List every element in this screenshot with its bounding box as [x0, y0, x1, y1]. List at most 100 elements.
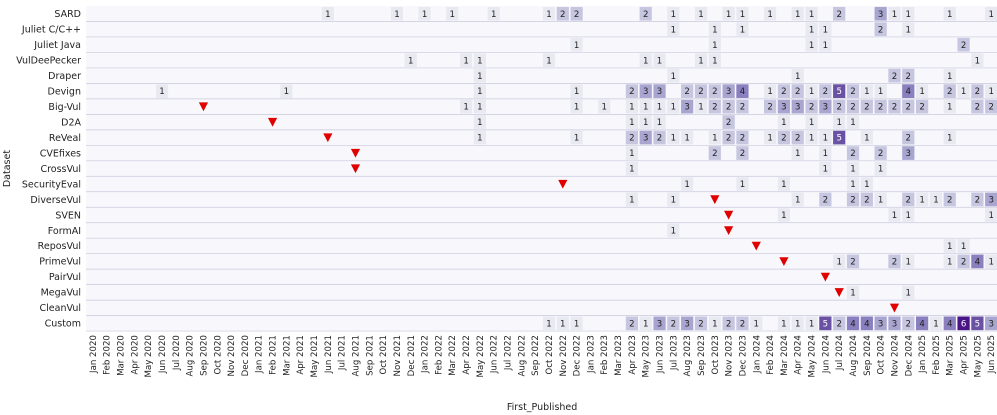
x-tick-label: Jan 2022 — [421, 335, 431, 374]
heatmap-cell — [473, 53, 486, 68]
x-tick-label: May 2024 — [808, 335, 818, 377]
heatmap-cell — [694, 53, 708, 68]
heatmap-cell — [833, 130, 846, 145]
heatmap-cell — [860, 192, 873, 207]
cell-value-label: 2 — [781, 87, 786, 97]
heatmap-cell — [763, 84, 777, 98]
cell-value-label: 2 — [698, 319, 703, 329]
heatmap-cell — [902, 285, 915, 300]
heatmap-cell — [653, 53, 666, 68]
heatmap-cell — [542, 6, 556, 21]
heatmap-cell — [639, 316, 652, 331]
cell-value-label: 1 — [629, 103, 634, 113]
cell-value-label: 1 — [546, 319, 551, 329]
heatmap-cell — [916, 99, 929, 114]
heatmap-cell — [985, 6, 997, 21]
heatmap-cell — [819, 161, 832, 176]
x-tick-label: Apr 2020 — [130, 335, 140, 374]
heatmap-cell — [916, 84, 929, 98]
heatmap-cell — [722, 6, 735, 21]
heatmap-cell — [833, 115, 846, 129]
cell-value-label: 2 — [795, 87, 800, 97]
cell-value-label: 1 — [449, 10, 454, 20]
y-tick-label: CleanVul — [40, 303, 81, 314]
heatmap-cell — [985, 254, 997, 269]
cell-value-label: 2 — [684, 87, 689, 97]
cell-value-label: 4 — [906, 87, 911, 97]
x-tick-label: Jan 2024 — [752, 335, 762, 374]
heatmap-cell — [805, 99, 818, 114]
heatmap-cell — [888, 99, 901, 114]
cell-value-label: 3 — [684, 319, 689, 329]
cell-value-label: 4 — [864, 319, 869, 329]
cell-value-label: 2 — [726, 103, 731, 113]
heatmap-cell — [639, 53, 652, 68]
heatmap-cell — [791, 130, 804, 145]
cell-value-label: 2 — [906, 72, 911, 82]
heatmap-cell — [985, 316, 997, 331]
cell-value-label: 2 — [767, 103, 772, 113]
x-tick-label: Jun 2023 — [656, 335, 666, 374]
cell-value-label: 2 — [836, 10, 841, 20]
heatmap-cell — [708, 53, 721, 68]
heatmap-cell — [777, 177, 791, 191]
cell-value-label: 1 — [836, 258, 841, 268]
cell-value-label: 1 — [795, 10, 800, 20]
heatmap-cell — [625, 130, 638, 145]
cell-value-label: 4 — [740, 87, 745, 97]
cell-value-label: 1 — [988, 10, 993, 20]
heatmap-cell — [943, 68, 956, 83]
heatmap-cell — [902, 316, 915, 331]
x-tick-label: Mar 2025 — [946, 335, 956, 376]
heatmap-cell — [888, 6, 901, 21]
cell-value-label: 1 — [850, 118, 855, 128]
cell-value-label: 1 — [795, 149, 800, 159]
cell-value-label: 1 — [795, 319, 800, 329]
cell-value-label: 1 — [643, 319, 648, 329]
cell-value-label: 1 — [684, 180, 689, 190]
heatmap-cell — [846, 285, 860, 300]
heatmap-cell — [667, 68, 680, 83]
cell-value-label: 1 — [463, 56, 468, 66]
heatmap-cell — [902, 99, 915, 114]
cell-value-label: 2 — [878, 103, 883, 113]
cell-value-label: 2 — [823, 196, 828, 206]
x-tick-label: Aug 2022 — [517, 335, 527, 376]
y-axis-title: Dataset — [2, 150, 13, 187]
heatmap-cell — [805, 22, 818, 37]
cell-value-label: 2 — [906, 103, 911, 113]
heatmap-cell — [929, 192, 943, 207]
first-published-marker — [323, 133, 333, 143]
y-tick-label: MegaVul — [41, 288, 81, 299]
x-tick-label: Nov 2021 — [393, 335, 403, 376]
heatmap-cell — [943, 99, 956, 114]
heatmap-cell — [902, 84, 915, 98]
cell-value-label: 1 — [823, 149, 828, 159]
heatmap-cell — [681, 99, 694, 114]
cell-value-label: 1 — [767, 134, 772, 144]
first-published-marker — [350, 164, 361, 174]
plot-area — [86, 6, 997, 332]
first-published-marker — [724, 210, 734, 220]
cell-value-label: 3 — [878, 10, 883, 20]
x-tick-label: May 2021 — [310, 335, 320, 377]
heatmap-cell — [708, 99, 721, 114]
x-tick-label: Sep 2021 — [365, 335, 375, 376]
heatmap-cell — [681, 177, 694, 191]
x-tick-label: Jun 2025 — [987, 335, 997, 374]
cell-value-label: 3 — [643, 87, 648, 97]
heatmap-cell — [570, 6, 583, 21]
heatmap-cell — [819, 130, 832, 145]
heatmap-cell — [874, 161, 887, 176]
heatmap-cell — [625, 192, 638, 207]
cell-value-label: 1 — [850, 165, 855, 175]
heatmap-cell — [736, 99, 749, 114]
cell-value-label: 1 — [947, 242, 952, 252]
cell-value-label: 1 — [823, 134, 828, 144]
heatmap-cell — [819, 22, 832, 37]
cell-value-label: 1 — [767, 10, 772, 20]
heatmap-cell — [667, 223, 680, 238]
cell-value-label: 1 — [836, 118, 841, 128]
cell-value-label: 2 — [850, 149, 855, 159]
